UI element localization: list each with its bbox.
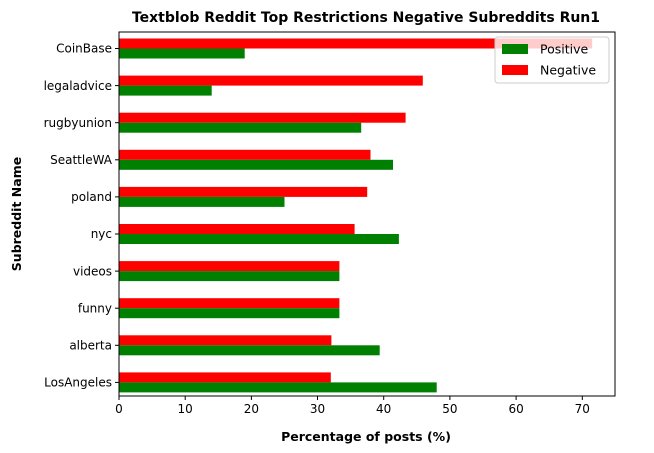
y-axis: CoinBase legaladvice rugbyunion SeattleWA po…	[44, 42, 119, 390]
legend-label-positive: Positive	[540, 42, 588, 57]
y-tick-label: rugbyunion	[44, 116, 112, 130]
x-axis: 0 10 20 30 40 50 60 70	[115, 396, 590, 416]
y-tick-label: nyc	[91, 227, 112, 241]
bar-positive-nyc	[119, 234, 399, 244]
bar-negative-poland	[119, 186, 368, 197]
bar-negative-alberta	[119, 335, 332, 346]
bar-negative-SeattleWA	[119, 149, 371, 160]
legend-swatch-positive	[502, 44, 528, 54]
x-tick-label: 70	[575, 402, 590, 416]
bar-negative-LosAngeles	[119, 372, 331, 383]
y-axis-title: Subreddit Name	[9, 157, 24, 271]
y-tick-label: funny	[78, 301, 112, 315]
x-axis-title: Percentage of posts (%)	[281, 429, 451, 444]
bars-group	[119, 38, 593, 393]
bar-positive-poland	[119, 196, 285, 207]
legend-label-negative: Negative	[540, 63, 596, 78]
bar-negative-funny	[119, 298, 340, 309]
y-tick-label: alberta	[69, 339, 112, 353]
bar-negative-rugbyunion	[119, 112, 406, 123]
x-tick-label: 10	[178, 402, 193, 416]
plot-frame	[118, 31, 616, 397]
x-tick-label: 60	[508, 402, 523, 416]
x-tick-label: 20	[244, 402, 259, 416]
bar-positive-CoinBase	[119, 48, 245, 59]
bar-negative-videos	[119, 261, 340, 272]
bar-negative-nyc	[119, 224, 355, 234]
bar-positive-rugbyunion	[119, 122, 362, 133]
x-tick-label: 50	[442, 402, 457, 416]
y-tick-label: poland	[71, 190, 112, 204]
bar-negative-legaladvice	[119, 75, 423, 86]
y-tick-label: legaladvice	[44, 79, 112, 93]
y-tick-label: videos	[73, 264, 112, 278]
y-tick-label: SeattleWA	[50, 153, 113, 167]
legend: Positive Negative	[494, 36, 610, 84]
x-tick-label: 30	[310, 402, 325, 416]
x-tick-label: 0	[115, 402, 123, 416]
chart-title: Textblob Reddit Top Restrictions Negativ…	[132, 10, 600, 26]
bar-negative-CoinBase	[119, 38, 593, 49]
legend-swatch-negative	[502, 65, 528, 75]
y-tick-label: CoinBase	[56, 42, 112, 56]
bar-positive-funny	[119, 308, 340, 319]
x-tick-label: 40	[376, 402, 391, 416]
bar-positive-alberta	[119, 345, 380, 356]
y-tick-label: LosAngeles	[44, 376, 112, 390]
bar-positive-SeattleWA	[119, 159, 393, 170]
bar-positive-videos	[119, 271, 340, 282]
bar-positive-LosAngeles	[119, 382, 437, 393]
bar-positive-legaladvice	[119, 85, 212, 96]
